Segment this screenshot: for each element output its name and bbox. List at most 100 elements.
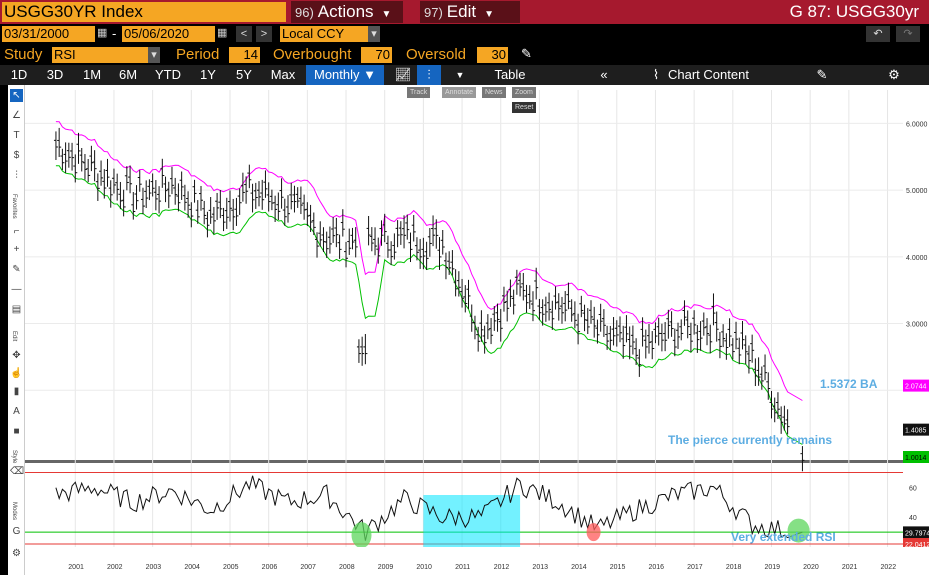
period-label: Period [176, 46, 220, 63]
plus-icon[interactable]: + [13, 244, 20, 255]
ba-annotation: 1.5372 BA [820, 377, 878, 391]
caret-down-icon[interactable]: ▾ [368, 26, 380, 42]
redo-icon[interactable]: ↷ [896, 26, 920, 42]
collapse-icon[interactable]: « [600, 67, 608, 82]
delete-icon[interactable]: ▮ [13, 386, 20, 397]
ticker-text: USGG30YR Index [4, 2, 143, 21]
caret-down-icon[interactable]: ▼ [455, 70, 465, 80]
draw-line-icon[interactable]: ∠ [12, 110, 21, 121]
y-tick-label: 3.0000 [906, 322, 928, 329]
x-tick-label: 2007 [300, 564, 316, 571]
actions-menu-button[interactable]: 96) Actions ▼ [291, 1, 403, 23]
study-select[interactable]: RSI [52, 47, 148, 63]
x-tick-label: 2010 [416, 564, 432, 571]
calendar-icon[interactable]: ▦ [217, 27, 228, 39]
caret-down-icon[interactable]: ▾ [148, 47, 160, 63]
ruler-icon[interactable]: ▤ [11, 304, 22, 315]
bar-chart-icon[interactable]: ⫶ [417, 65, 441, 85]
x-tick-label: 2006 [262, 564, 278, 571]
right-axis-bg [903, 85, 929, 575]
x-axis-bg [25, 547, 929, 575]
x-tick-label: 2021 [842, 564, 858, 571]
actions-label: Actions [317, 2, 374, 21]
price-badge-label: 22.0412 [905, 542, 929, 549]
range-1d[interactable]: 1D [10, 67, 28, 82]
edit-label: Edit [446, 2, 477, 21]
modes-label: Modes [11, 501, 17, 520]
range-1m[interactable]: 1M [82, 67, 102, 82]
range-3d[interactable]: 3D [46, 67, 64, 82]
mode-icon[interactable]: G [12, 526, 21, 537]
zoom-button[interactable]: Zoom [512, 87, 536, 98]
move-icon[interactable]: ✥ [12, 350, 21, 361]
news-button[interactable]: News [482, 87, 506, 98]
range-ytd[interactable]: YTD [155, 67, 181, 82]
period-field[interactable]: 14 [229, 47, 260, 63]
reset-button[interactable]: Reset [512, 102, 537, 113]
currency-select[interactable]: Local CCY [280, 26, 368, 42]
caret-down-icon: ▼ [381, 9, 392, 20]
text-icon[interactable]: T [13, 130, 20, 141]
oversold-marker-2008 [351, 522, 372, 549]
cursor-icon[interactable]: ↖ [10, 89, 23, 102]
end-date-field[interactable]: 05/06/2020 [122, 26, 215, 42]
brush-icon[interactable]: ✎ [12, 264, 21, 275]
price-badge [903, 451, 929, 463]
gear-icon[interactable]: ⚙ [888, 67, 900, 82]
table-button[interactable]: Table [494, 67, 526, 82]
pointer-icon[interactable]: ☝ [10, 368, 23, 379]
overbought-field[interactable]: 70 [361, 47, 392, 63]
dollar-icon[interactable]: $ [13, 150, 20, 161]
settings-icon[interactable]: ⚙ [12, 548, 21, 559]
prev-period-button[interactable]: < [236, 26, 252, 42]
oversold-field[interactable]: 30 [477, 47, 508, 63]
pierce-annotation: The pierce currently remains [668, 433, 833, 447]
ticker-field[interactable]: USGG30YR Index [2, 2, 286, 22]
eraser-icon[interactable]: ⌫ [10, 466, 25, 477]
font-icon[interactable]: A [13, 406, 20, 417]
chart-icon: ⌇ [652, 67, 660, 82]
tool-icon[interactable]: ⫶ [15, 170, 18, 181]
annotate-label: Annotate [445, 89, 474, 96]
range-max[interactable]: Max [270, 67, 296, 82]
favorites-label: Favorites [11, 193, 17, 219]
range-5y[interactable]: 5Y [236, 67, 252, 82]
reset-label: Reset [515, 104, 534, 111]
caret-down-icon: ▼ [363, 67, 377, 82]
date-separator: - [112, 26, 117, 41]
chart-canvas[interactable]: 6.0000 5.0000 4.0000 3.0000 60 40 2.0744 1.4085… [25, 85, 929, 575]
x-tick-label: 2012 [494, 564, 510, 571]
x-tick-label: 2004 [184, 564, 200, 571]
rsi-line [55, 475, 803, 541]
frequency-select[interactable]: Monthly ▼ [306, 65, 384, 85]
x-tick-label: 2016 [648, 564, 664, 571]
pencil-icon[interactable]: ✎ [521, 46, 532, 61]
dash-icon[interactable]: — [11, 284, 22, 295]
edit-label: Edit [11, 330, 17, 342]
oversold-label: Oversold [406, 46, 467, 63]
x-tick-label: 2008 [339, 564, 355, 571]
line-chart-icon[interactable]: 📈︎ [394, 67, 412, 82]
x-tick-label: 2003 [146, 564, 162, 571]
price-badge [903, 379, 929, 392]
x-tick-label: 2013 [532, 564, 548, 571]
edit-menu-button[interactable]: 97) Edit ▼ [420, 1, 520, 23]
oversold-marker-2020 [787, 518, 810, 543]
range-6m[interactable]: 6M [118, 67, 138, 82]
undo-icon[interactable]: ↶ [866, 26, 890, 42]
price-badge-label: 2.0744 [905, 384, 927, 391]
start-date-field[interactable]: 03/31/2000 [2, 26, 95, 42]
x-tick-label: 2022 [881, 564, 897, 571]
overbought-label: Overbought [273, 46, 352, 63]
chart-content-button[interactable]: Chart Content [668, 67, 749, 82]
edit-chart-icon[interactable]: ✎ [816, 67, 828, 82]
track-button[interactable]: Track [407, 87, 431, 98]
bracket-icon[interactable]: ⌐ [13, 226, 20, 237]
shape-icon[interactable]: ■ [13, 426, 20, 437]
range-1y[interactable]: 1Y [200, 67, 216, 82]
edit-number: 97) [424, 5, 443, 20]
x-tick-label: 2014 [571, 564, 587, 571]
calendar-icon[interactable]: ▦ [97, 27, 108, 39]
annotate-button[interactable]: Annotate [442, 87, 477, 98]
next-period-button[interactable]: > [256, 26, 272, 42]
